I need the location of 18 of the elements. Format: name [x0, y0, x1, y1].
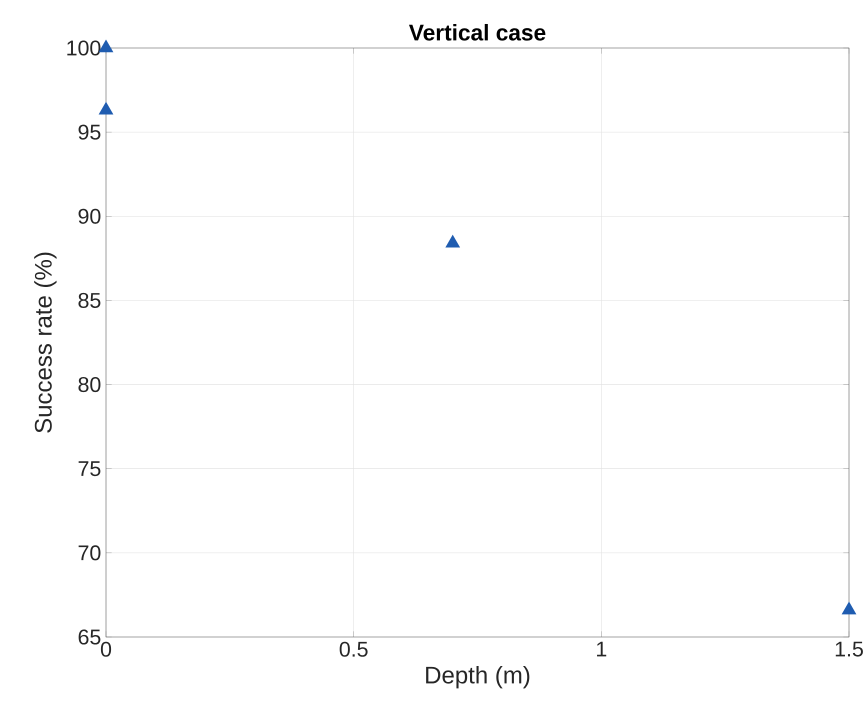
y-tick-label: 100 — [67, 40, 100, 56]
point — [98, 102, 114, 115]
y-tick-label: 85 — [78, 292, 100, 308]
y-tick-label: 90 — [78, 208, 100, 224]
x-tick-label: 1.5 — [836, 642, 863, 657]
x-tick-label: 1 — [597, 642, 606, 656]
y-tick-label: 80 — [78, 377, 100, 392]
y-tick-label: 65 — [78, 629, 100, 645]
y-tick-label: 95 — [78, 124, 100, 140]
y-axis-title: Success rate (%) — [34, 252, 57, 433]
y-tick-label: 75 — [78, 461, 100, 476]
y-tick-label: 70 — [78, 545, 100, 560]
x-axis-title: Depth (m) — [426, 666, 530, 688]
x-tick-label: 0.5 — [340, 642, 368, 657]
chart-title: Vertical case — [408, 24, 546, 41]
point — [446, 234, 460, 248]
point — [842, 602, 856, 614]
x-tick-label: 0 — [100, 642, 112, 657]
